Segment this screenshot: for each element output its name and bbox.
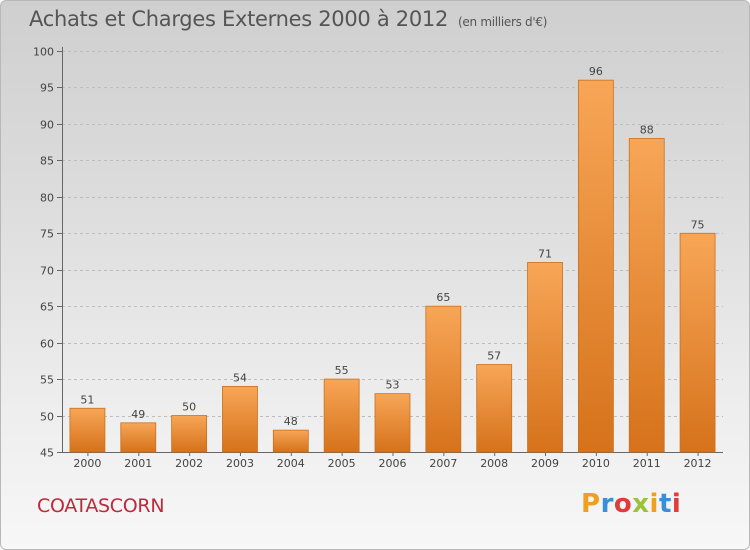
chart-subtitle: (en milliers d'€) (458, 15, 548, 29)
labels: 2000 51 2001 49 2002 50 2003 54 2004 48 2005 55 2006… (73, 65, 711, 470)
bar (527, 262, 563, 453)
data-label: 49 (131, 408, 145, 421)
bar (476, 364, 513, 453)
x-tick-label: 2006 (379, 457, 407, 470)
chart-title: Achats et Charges Externes 2000 à 2012 (e… (29, 7, 547, 31)
bar (425, 305, 462, 453)
y-tick-label: 100 (33, 46, 54, 59)
x-tick-label: 2012 (684, 457, 712, 470)
x-tick-label: 2002 (175, 457, 203, 470)
bar (628, 138, 665, 453)
x-tick-label: 2010 (582, 457, 610, 470)
bar (222, 385, 258, 453)
y-tick-label: 60 (40, 338, 54, 351)
data-label: 75 (691, 218, 705, 231)
x-tick-label: 2005 (328, 457, 356, 470)
y-tick-label: 90 (40, 119, 54, 132)
chart-title-text: Achats et Charges Externes 2000 à 2012 (29, 7, 449, 31)
logo-letter: r (600, 489, 614, 519)
y-tick-label: 70 (40, 265, 54, 278)
data-label: 54 (233, 371, 247, 384)
bar (374, 393, 411, 453)
y-tick-label: 55 (40, 374, 54, 387)
data-label: 51 (80, 393, 94, 406)
grid-lines (62, 51, 723, 417)
x-tick-label: 2011 (633, 457, 661, 470)
data-label: 53 (386, 379, 400, 392)
y-tick-label: 95 (40, 82, 54, 95)
x-tick-label: 2008 (480, 457, 508, 470)
data-label: 55 (335, 364, 349, 377)
y-tick-label: 50 (40, 411, 54, 424)
logo-letter: o (613, 489, 633, 519)
data-label: 71 (538, 247, 552, 260)
x-tick-label: 2000 (73, 457, 101, 470)
x-tick-label: 2009 (531, 457, 559, 470)
bar (272, 429, 309, 453)
x-tick-label: 2007 (429, 457, 457, 470)
bar (120, 422, 157, 453)
axes: 45 50 55 60 65 70 75 80 85 90 95 100 (33, 46, 723, 460)
logo-letter: P (581, 489, 601, 519)
proxiti-logo: Proxiti (581, 489, 681, 519)
y-tick-label: 45 (40, 447, 54, 460)
logo-letter: x (632, 489, 650, 519)
data-label: 50 (182, 401, 196, 414)
y-tick-label: 75 (40, 228, 54, 241)
data-label: 57 (487, 350, 501, 363)
x-tick-label: 2004 (277, 457, 305, 470)
y-tick-label: 80 (40, 192, 54, 205)
logo-letter: t (658, 489, 672, 519)
data-label: 88 (640, 123, 654, 136)
commune-name: COATASCORN (37, 495, 165, 517)
bars (69, 79, 716, 453)
y-tick-label: 85 (40, 155, 54, 168)
bar (577, 79, 614, 453)
x-tick-label: 2001 (124, 457, 152, 470)
bar (679, 232, 716, 453)
bar (171, 415, 208, 453)
bar (69, 407, 106, 453)
data-label: 65 (436, 291, 450, 304)
data-label: 96 (589, 65, 603, 78)
x-tick-label: 2003 (226, 457, 254, 470)
data-label: 48 (284, 415, 298, 428)
bar (323, 378, 360, 453)
logo-letter: i (649, 489, 659, 519)
logo-letter: i (671, 489, 682, 519)
y-tick-label: 65 (40, 301, 54, 314)
